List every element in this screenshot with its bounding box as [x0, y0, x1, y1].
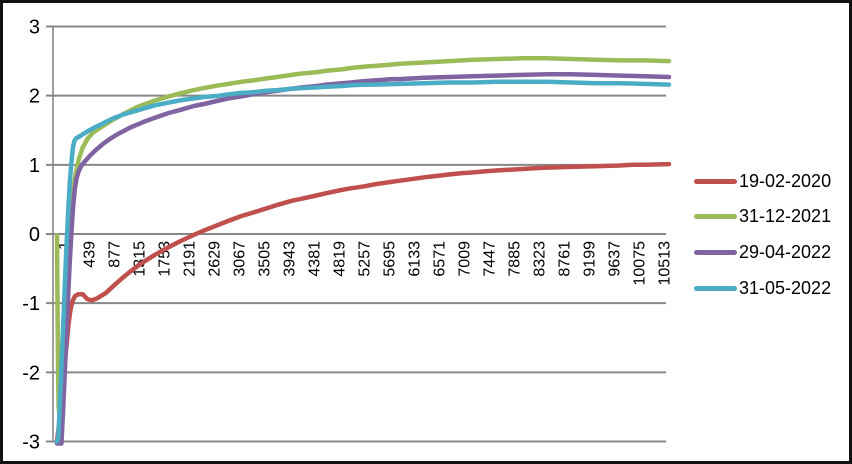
- x-axis-tick-label: 5695: [382, 241, 399, 277]
- series-line-31-12-2021: [54, 56, 672, 418]
- x-axis-tick-label: 2191: [182, 241, 199, 277]
- x-axis-tick-label: 3067: [232, 241, 249, 277]
- legend-item: 31-05-2022: [694, 270, 831, 306]
- y-axis-tick-label: -2: [22, 362, 40, 384]
- x-axis-tick-label: 9637: [607, 241, 624, 277]
- legend-item: 31-12-2021: [694, 199, 831, 235]
- series-line-31-05-2022: [54, 79, 672, 444]
- x-axis-tick-label: 4381: [307, 241, 324, 277]
- x-axis-tick-label: 6571: [432, 241, 449, 277]
- x-axis-tick-label: 4819: [332, 241, 349, 277]
- x-axis-tick-label: 7009: [457, 241, 474, 277]
- x-axis-tick-label: 877: [107, 241, 124, 268]
- legend-line-swatch-icon: [694, 249, 737, 255]
- x-axis-tick-label: 7885: [507, 241, 524, 277]
- x-axis-tick-label: 6133: [407, 241, 424, 277]
- x-axis-tick-label: 439: [82, 241, 99, 268]
- x-axis-tick-label: 9199: [582, 241, 599, 277]
- y-axis-tick-label: 3: [29, 16, 40, 38]
- x-axis-tick-label: 10513: [657, 241, 674, 286]
- legend-line-swatch-icon: [694, 285, 737, 291]
- x-axis-tick-label: 7447: [482, 241, 499, 277]
- x-axis-tick-label: 3505: [257, 241, 274, 277]
- series-line-19-02-2020: [54, 161, 672, 444]
- legend-item: 19-02-2020: [694, 163, 831, 199]
- series-line-29-04-2022: [54, 71, 672, 446]
- x-axis-tick-label: 5257: [357, 241, 374, 277]
- x-axis-tick-label: 10075: [632, 241, 649, 286]
- legend-label: 31-12-2021: [739, 206, 832, 227]
- legend-label: 29-04-2022: [739, 241, 832, 262]
- legend-label: 19-02-2020: [739, 170, 832, 191]
- y-axis-tick-label: -3: [22, 432, 40, 454]
- y-axis-tick-label: 1: [29, 155, 40, 177]
- legend-line-swatch-icon: [694, 178, 737, 184]
- legend-label: 31-05-2022: [739, 277, 832, 298]
- x-axis-tick-label: 3943: [282, 241, 299, 277]
- y-axis-tick-label: 2: [29, 86, 40, 108]
- x-axis-tick-label: 2629: [207, 241, 224, 277]
- y-axis-tick-label: -1: [22, 293, 40, 315]
- legend-line-swatch-icon: [694, 214, 737, 220]
- y-axis-tick-label: 0: [29, 224, 40, 246]
- x-axis-tick-label: 8761: [557, 241, 574, 277]
- x-axis-tick-label: 8323: [532, 241, 549, 277]
- legend-item: 29-04-2022: [694, 234, 831, 270]
